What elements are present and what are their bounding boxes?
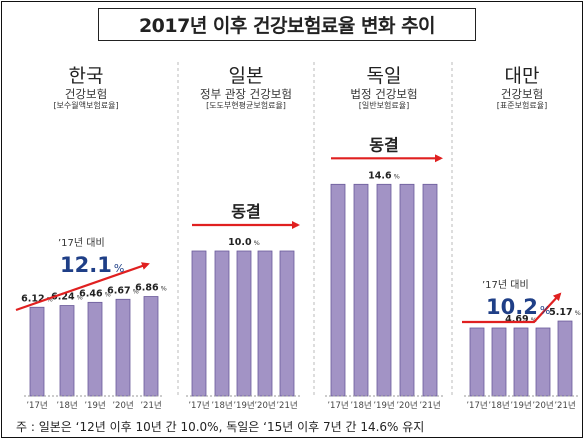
country-name: 대만 (505, 65, 540, 87)
data-label: 5.17% (549, 307, 581, 318)
country-name: 한국 (69, 65, 104, 87)
x-tick-label: ’18년 (56, 400, 77, 411)
bar (513, 327, 529, 397)
x-tick-label: ’21년 (276, 400, 297, 411)
title-box: 2017년 이후 건강보험료율 변화 추이 (98, 8, 476, 41)
x-tick-label: ’17년 (466, 400, 487, 411)
bar (557, 320, 573, 397)
panel-subtitle-2: [일반보험료율] (359, 101, 409, 110)
panel-subtitle-2: [도도부현평균보험료율] (206, 100, 286, 110)
country-name: 독일 (367, 65, 402, 87)
bar (29, 306, 45, 397)
bar (330, 183, 346, 397)
x-tick-label: ’19년 (84, 400, 105, 411)
comparison-label: ’17년 대비 (58, 237, 105, 249)
x-tick-label: ’17년 (26, 400, 47, 411)
x-tick-label: ’20년 (254, 400, 275, 411)
data-label: 6.67% (107, 285, 139, 296)
panel-subtitle-2: [표준보험료율] (497, 101, 547, 110)
data-label: 10.0% (228, 237, 260, 248)
bar (469, 327, 485, 397)
x-tick-label: ’17년 (327, 400, 348, 411)
bar (214, 250, 230, 397)
footnote: 주 : 일본은 ‘12년 이후 10년 간 10.0%, 독일은 ‘15년 이후… (16, 420, 425, 434)
x-tick-label: ’21년 (554, 400, 575, 411)
bar (236, 250, 252, 397)
bar (59, 305, 75, 397)
bar (491, 327, 507, 397)
panel-subtitle: 법정 건강보험 (350, 87, 417, 101)
panel-subtitle: 정부 관장 건강보험 (200, 87, 292, 101)
country-name: 일본 (229, 65, 264, 87)
bar (257, 250, 273, 397)
bar (279, 250, 295, 397)
comparison-label: ’17년 대비 (482, 279, 529, 291)
bar (399, 183, 415, 397)
bar (535, 327, 551, 397)
trend-arrow (462, 292, 562, 324)
data-label: 4.69% (505, 314, 537, 325)
chart-title: 2017년 이후 건강보험료율 변화 추이 (138, 15, 436, 37)
x-tick-label: ’18년 (488, 400, 509, 411)
x-tick-label: ’18년 (211, 400, 232, 411)
data-label: 6.86% (135, 283, 167, 294)
status-label: 동결 (231, 202, 260, 221)
panel-subtitle-2: [보수월액보험료율] (53, 100, 118, 110)
x-tick-label: ’19년 (233, 400, 254, 411)
x-tick-label: ’17년 (188, 400, 209, 411)
panel-subtitle: 건강보험 (65, 87, 107, 101)
bar (191, 250, 207, 397)
bar (353, 183, 369, 397)
bar (422, 183, 438, 397)
trend-arrow (15, 262, 150, 312)
data-label: 6.24% (51, 292, 83, 303)
x-tick-label: ’20년 (112, 400, 133, 411)
x-tick-label: ’18년 (350, 400, 371, 411)
x-tick-label: ’19년 (373, 400, 394, 411)
x-tick-label: ’20년 (532, 400, 553, 411)
comparison-value: 12.1% (60, 253, 124, 277)
bar (115, 298, 131, 397)
data-label: 14.6% (368, 170, 400, 181)
status-label: 동결 (369, 135, 398, 154)
bar (87, 301, 103, 397)
bar (143, 296, 159, 397)
data-label: 6.46% (79, 288, 111, 299)
x-tick-label: ’21년 (419, 400, 440, 411)
x-tick-label: ’19년 (510, 400, 531, 411)
x-tick-label: ’21년 (140, 400, 161, 411)
comparison-value: 10.2% (486, 295, 550, 319)
panel-subtitle: 건강보험 (501, 87, 543, 101)
bar (376, 183, 392, 397)
x-tick-label: ’20년 (396, 400, 417, 411)
